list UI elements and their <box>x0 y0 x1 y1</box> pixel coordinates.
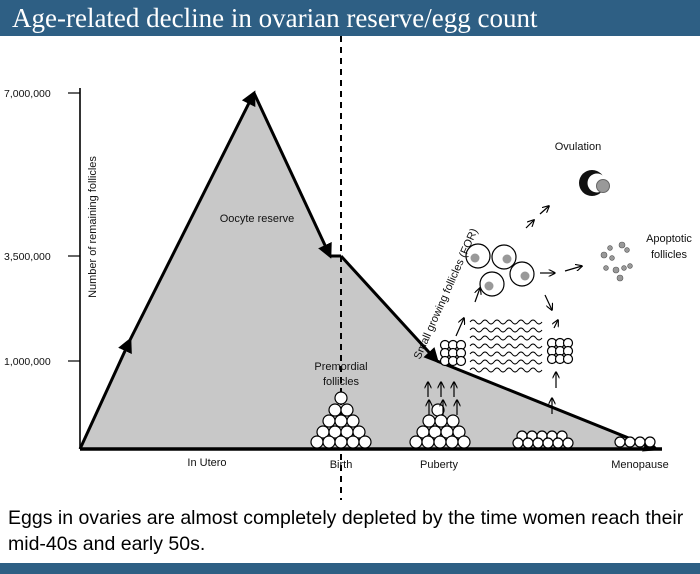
area-layer <box>80 93 700 449</box>
ovulated-oocyte <box>596 179 610 193</box>
apoptotic-fragment <box>621 265 627 271</box>
up-arrow <box>475 288 480 303</box>
slide-caption: Eggs in ovaries are almost completely de… <box>8 507 684 555</box>
slide-title: Age-related decline in ovarian reserve/e… <box>12 3 538 33</box>
apoptotic-label-line2: follicles <box>651 249 688 261</box>
follicle-decline-chart: 7,000,000 3,500,000 1,000,000 Number of … <box>4 36 700 500</box>
title-bar: Age-related decline in ovarian reserve/e… <box>0 0 700 36</box>
primordial-follicle <box>346 414 360 428</box>
puberty-follicle <box>409 435 423 449</box>
primordial-follicle <box>328 403 342 417</box>
curve-segment <box>436 359 659 452</box>
y-tick-label-3-5m: 3,500,000 <box>4 251 51 263</box>
apoptotic-label-line1: Apoptotic <box>646 233 692 245</box>
apoptosis-wave <box>469 359 543 365</box>
y-tick-label-1m: 1,000,000 <box>4 356 51 368</box>
x-tick-label-menopause: Menopause <box>611 459 669 471</box>
puberty-follicle <box>446 414 460 428</box>
puberty-follicle <box>421 435 435 449</box>
primordial-follicle <box>310 435 324 449</box>
resting-follicle <box>562 437 574 449</box>
line-layer <box>78 90 659 452</box>
apoptotic-fragment <box>600 251 608 259</box>
down-arrow <box>544 294 552 310</box>
primordial-follicle <box>352 425 366 439</box>
primordial-follicle <box>334 391 348 405</box>
apoptosis-wave <box>469 327 543 333</box>
puberty-follicle <box>457 435 471 449</box>
growing-follicle-cluster <box>562 353 574 365</box>
apoptotic-fragment <box>612 266 620 274</box>
resting-follicle <box>634 436 646 448</box>
apoptotic-fragment <box>607 245 613 251</box>
oocyte <box>470 253 480 263</box>
apoptotic-fragment <box>624 247 630 253</box>
curve-segment <box>78 337 132 450</box>
primordial-follicle <box>346 435 360 449</box>
y-tick-label-7m: 7,000,000 <box>4 88 51 100</box>
apoptotic-fragment <box>616 274 624 282</box>
resting-follicle <box>542 437 554 449</box>
follicle-area <box>80 93 700 449</box>
oocyte <box>484 281 494 291</box>
resting-follicle <box>522 437 534 449</box>
ovulation-label: Ovulation <box>555 141 601 153</box>
up-arrow <box>455 318 464 337</box>
oocyte <box>502 254 512 264</box>
primordial-follicle <box>358 435 372 449</box>
up-arrow <box>554 320 558 329</box>
illustration-layer <box>310 170 656 449</box>
primordial-follicle <box>334 414 348 428</box>
up-arrow <box>525 220 534 229</box>
puberty-follicle <box>431 403 445 417</box>
resting-follicle <box>512 437 524 449</box>
apoptosis-wave <box>469 335 543 341</box>
resting-follicle <box>532 437 544 449</box>
puberty-follicle <box>433 435 447 449</box>
apoptosis-wave <box>469 343 543 349</box>
curve-segment <box>252 92 332 259</box>
up-arrow <box>539 206 549 215</box>
apoptotic-fragment <box>627 263 633 269</box>
apoptotic-fragment <box>618 241 626 249</box>
bottom-bar <box>0 563 700 574</box>
apoptotic-fragment <box>609 255 615 261</box>
apoptotic-fragment <box>603 265 609 271</box>
resting-follicle <box>552 437 564 449</box>
primordial-follicle <box>340 403 354 417</box>
resting-follicle <box>624 436 636 448</box>
y-tick-3-5m: 3,500,000 <box>4 251 80 263</box>
puberty-follicle <box>434 414 448 428</box>
primordial-follicle <box>322 435 336 449</box>
oocyte <box>520 271 530 281</box>
puberty-follicle <box>422 414 436 428</box>
apoptosis-wave <box>469 319 543 325</box>
y-tick-1m: 1,000,000 <box>4 356 80 368</box>
primordial-follicle <box>322 414 336 428</box>
primordial-label-line1: Premordial <box>314 361 367 373</box>
curve-segment <box>339 254 440 364</box>
primordial-follicle <box>334 435 348 449</box>
y-axis-label: Number of remaining follicles <box>87 156 99 298</box>
x-tick-label-birth: Birth <box>330 459 353 471</box>
primordial-label-line2: follicles <box>323 376 360 388</box>
x-tick-label-in-utero: In Utero <box>187 457 226 469</box>
apoptosis-wave <box>469 351 543 357</box>
apoptosis-wave <box>469 367 543 373</box>
right-arrow <box>564 266 582 272</box>
oocyte-reserve-label: Oocyte reserve <box>220 213 295 225</box>
resting-follicle <box>614 436 626 448</box>
y-tick-7m: 7,000,000 <box>4 88 80 100</box>
resting-follicle <box>644 436 656 448</box>
growing-follicle-cluster <box>455 355 467 367</box>
curve-segment <box>128 90 256 341</box>
x-tick-label-puberty: Puberty <box>420 459 458 471</box>
puberty-follicle <box>445 435 459 449</box>
